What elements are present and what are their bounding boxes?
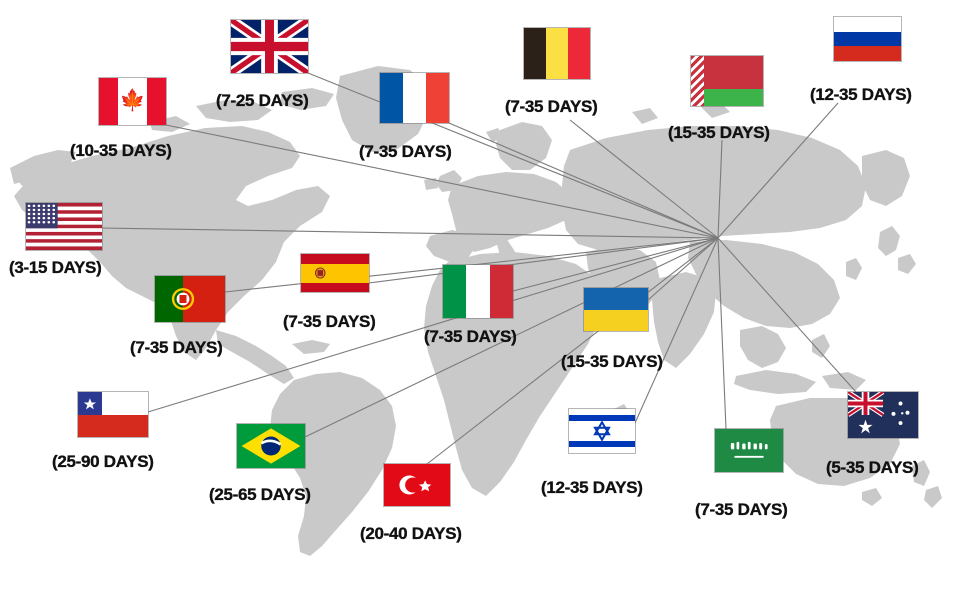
delivery-time-label-portugal: (7-35 DAYS) (130, 338, 223, 357)
connector-line-group (101, 72, 857, 465)
delivery-time-label-spain: (7-35 DAYS) (283, 312, 376, 331)
saudi-arabia-flag-icon[interactable] (715, 429, 783, 472)
route-line-russia (717, 102, 839, 239)
route-line-israel (634, 237, 719, 424)
route-line-turkey (426, 237, 719, 465)
delivery-time-label-australia: (5-35 DAYS) (826, 458, 919, 477)
delivery-time-label-italy: (7-35 DAYS) (424, 327, 517, 346)
italy-flag-icon[interactable] (443, 265, 513, 318)
delivery-time-label-israel: (12-35 DAYS) (541, 478, 643, 497)
portugal-flag-icon[interactable] (155, 276, 225, 322)
delivery-time-label-belarus: (15-35 DAYS) (668, 123, 770, 142)
turkey-flag-icon[interactable] (384, 464, 450, 506)
united-states-flag-icon[interactable] (26, 203, 102, 250)
chile-flag-icon[interactable] (78, 392, 148, 437)
russia-flag-icon[interactable] (834, 17, 901, 61)
route-line-belgium (569, 119, 719, 239)
france-flag-icon[interactable] (380, 73, 449, 123)
route-line-united-kingdom (307, 72, 719, 239)
delivery-time-label-russia: (12-35 DAYS) (810, 85, 912, 104)
delivery-time-label-belgium: (7-35 DAYS) (505, 97, 598, 116)
route-line-ukraine (647, 237, 719, 301)
united-kingdom-flag-icon[interactable] (231, 20, 308, 73)
delivery-time-label-canada: (10-35 DAYS) (70, 141, 172, 160)
delivery-time-label-chile: (25-90 DAYS) (52, 452, 154, 471)
delivery-time-label-united-kingdom: (7-25 DAYS) (216, 91, 309, 110)
israel-flag-icon[interactable] (569, 409, 635, 453)
route-line-canada (165, 124, 719, 239)
delivery-time-label-united-states: (3-15 DAYS) (9, 258, 102, 277)
route-line-saudi-arabia (717, 237, 727, 430)
delivery-time-label-brazil: (25-65 DAYS) (209, 485, 311, 504)
route-line-brazil (304, 237, 719, 438)
belgium-flag-icon[interactable] (524, 28, 590, 79)
spain-flag-icon[interactable] (301, 254, 369, 292)
route-line-united-states (101, 227, 719, 239)
delivery-time-label-ukraine: (15-35 DAYS) (561, 352, 663, 371)
route-line-australia (717, 237, 857, 393)
belarus-flag-icon[interactable] (691, 56, 763, 106)
route-line-belarus (717, 139, 723, 239)
brazil-flag-icon[interactable] (237, 424, 305, 468)
delivery-time-label-saudi-arabia: (7-35 DAYS) (695, 500, 788, 519)
canada-flag-icon[interactable]: 🍁 (99, 78, 166, 125)
australia-flag-icon[interactable] (848, 392, 918, 438)
ukraine-flag-icon[interactable] (584, 288, 648, 331)
delivery-time-label-turkey: (20-40 DAYS) (360, 524, 462, 543)
route-line-italy (512, 237, 719, 292)
route-line-chile (147, 237, 719, 413)
route-line-france (448, 122, 719, 239)
route-line-spain (368, 237, 719, 284)
delivery-time-label-france: (7-35 DAYS) (359, 142, 452, 161)
